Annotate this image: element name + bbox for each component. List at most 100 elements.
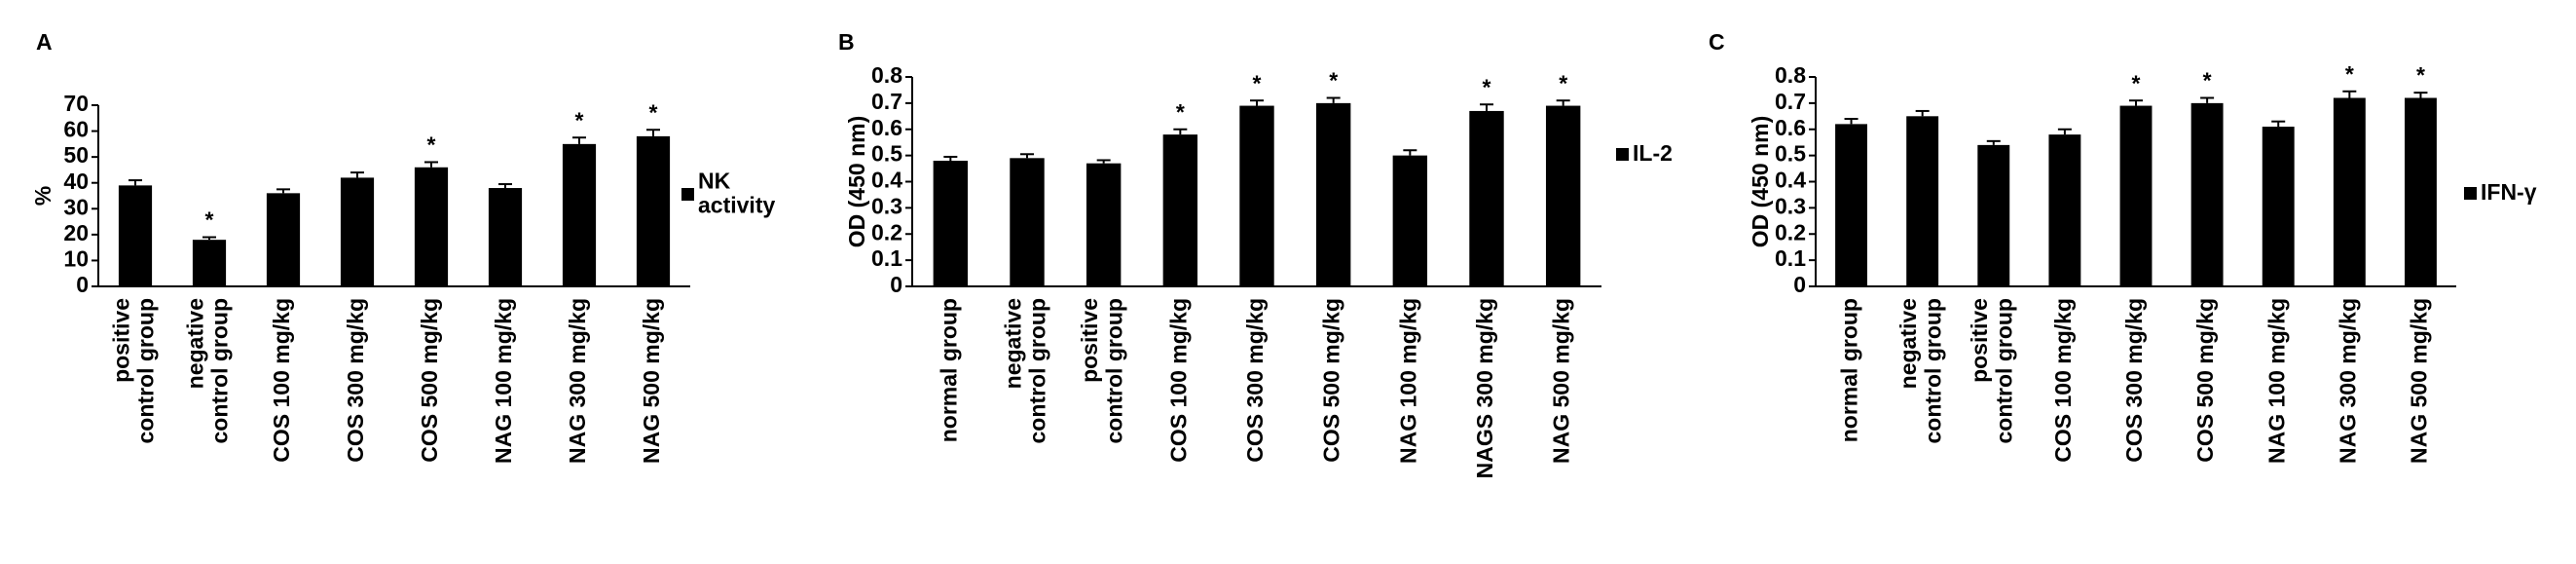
y-tick-label: 0.6: [871, 115, 902, 140]
x-tick-label: normal group: [936, 298, 961, 442]
bar: [1469, 110, 1504, 286]
significance-marker: *: [575, 107, 584, 132]
significance-marker: *: [2345, 61, 2354, 87]
y-tick-label: 0.7: [1775, 89, 1806, 114]
y-tick-label: 50: [63, 142, 89, 168]
x-tick-label: negativecontrol group: [1000, 298, 1049, 443]
significance-marker: *: [2132, 70, 2141, 95]
bar: [340, 177, 375, 286]
significance-marker: *: [2203, 68, 2212, 94]
legend-swatch: [1616, 148, 1629, 161]
bar: [1545, 105, 1581, 286]
y-tick-label: 0.6: [1775, 115, 1806, 140]
bar: [636, 135, 671, 286]
x-tick-label: COS 500 mg/kg: [1319, 298, 1344, 463]
bar: [1086, 163, 1122, 286]
bar: [1162, 134, 1198, 286]
bar: [2119, 105, 2153, 286]
significance-marker: *: [1253, 70, 1262, 95]
y-tick-label: 0.3: [1775, 193, 1806, 218]
significance-marker: *: [1559, 70, 1567, 95]
legend-label: IL-2: [1633, 140, 1673, 166]
y-axis-label: OD (450 nm): [1748, 116, 1773, 247]
significance-marker: *: [649, 99, 658, 125]
significance-marker: *: [1176, 99, 1185, 125]
bar: [1906, 116, 1939, 286]
y-tick-label: 0.8: [1775, 62, 1806, 88]
y-tick-label: 0.4: [871, 168, 902, 193]
y-tick-label: 0.4: [1775, 168, 1806, 193]
x-tick-label: negativecontrol group: [1895, 298, 1945, 443]
y-tick-label: 40: [63, 169, 89, 194]
y-tick-label: 60: [63, 117, 89, 142]
bar: [562, 143, 597, 286]
x-tick-label: NAG 500 mg/kg: [639, 298, 664, 464]
bar: [2333, 97, 2366, 286]
legend-label: NK activity: [698, 168, 775, 217]
significance-marker: *: [2416, 62, 2425, 88]
x-tick-label: NAG 500 mg/kg: [1549, 298, 1574, 464]
x-tick-label: positivecontrol group: [1077, 298, 1126, 443]
y-tick-label: 0.5: [871, 141, 902, 167]
panel-label: B: [838, 29, 855, 55]
bar: [933, 161, 969, 286]
y-tick-label: 0.5: [1775, 141, 1806, 167]
x-tick-label: COS 300 mg/kg: [2121, 298, 2147, 463]
y-axis-label: OD (450 nm): [844, 116, 869, 247]
x-tick-label: positivecontrol group: [1967, 298, 2016, 443]
y-tick-label: 0.2: [1775, 219, 1806, 244]
y-tick-label: 0.1: [1775, 245, 1806, 271]
x-tick-label: COS 500 mg/kg: [417, 298, 442, 463]
y-tick-label: 20: [63, 220, 89, 245]
x-tick-label: COS 300 mg/kg: [343, 298, 368, 463]
bar: [1010, 158, 1045, 286]
x-tick-label: NAG 300 mg/kg: [565, 298, 590, 464]
y-tick-label: 30: [63, 194, 89, 219]
x-tick-label: NAG 500 mg/kg: [2407, 298, 2432, 464]
bar: [2190, 102, 2224, 286]
bar: [1315, 102, 1351, 286]
significance-marker: *: [1483, 74, 1491, 99]
x-tick-label: NAGS 300 mg/kg: [1472, 298, 1497, 478]
x-tick-label: NAG 100 mg/kg: [1395, 298, 1420, 464]
panel-label: C: [1709, 29, 1725, 55]
bar: [488, 188, 523, 286]
x-tick-label: COS 100 mg/kg: [2050, 298, 2076, 463]
significance-marker: *: [1329, 68, 1338, 94]
y-tick-label: 0.2: [871, 219, 902, 244]
y-tick-label: 0.1: [871, 245, 902, 271]
y-tick-label: 10: [63, 246, 89, 272]
bar: [1392, 155, 1428, 286]
y-tick-label: 0: [1793, 272, 1806, 297]
x-tick-label: COS 100 mg/kg: [1165, 298, 1191, 463]
x-tick-label: COS 300 mg/kg: [1242, 298, 1268, 463]
bar: [1239, 105, 1274, 286]
y-axis-label: %: [30, 186, 55, 206]
x-tick-label: COS 100 mg/kg: [269, 298, 294, 463]
y-tick-label: 0.7: [871, 89, 902, 114]
bar: [2262, 127, 2295, 286]
bar: [1977, 144, 2010, 286]
bar: [414, 167, 449, 286]
bar: [266, 193, 301, 286]
bar: [2048, 134, 2081, 286]
x-tick-label: COS 500 mg/kg: [2192, 298, 2218, 463]
x-tick-label: NAG 100 mg/kg: [491, 298, 516, 464]
x-tick-label: negativecontrol group: [182, 298, 232, 443]
panel-label: A: [36, 29, 53, 55]
y-tick-label: 70: [63, 91, 89, 116]
significance-marker: *: [205, 207, 214, 233]
x-tick-label: NAG 100 mg/kg: [2263, 298, 2289, 464]
y-tick-label: 0: [76, 272, 89, 297]
x-tick-label: normal group: [1837, 298, 1862, 442]
bar: [2404, 97, 2437, 286]
y-tick-label: 0.3: [871, 193, 902, 218]
bar: [192, 240, 227, 286]
bar: [118, 185, 153, 286]
significance-marker: *: [427, 132, 436, 158]
y-tick-label: 0: [890, 272, 902, 297]
bar: [1835, 124, 1868, 286]
x-tick-label: NAG 300 mg/kg: [2335, 298, 2360, 464]
y-tick-label: 0.8: [871, 62, 902, 88]
